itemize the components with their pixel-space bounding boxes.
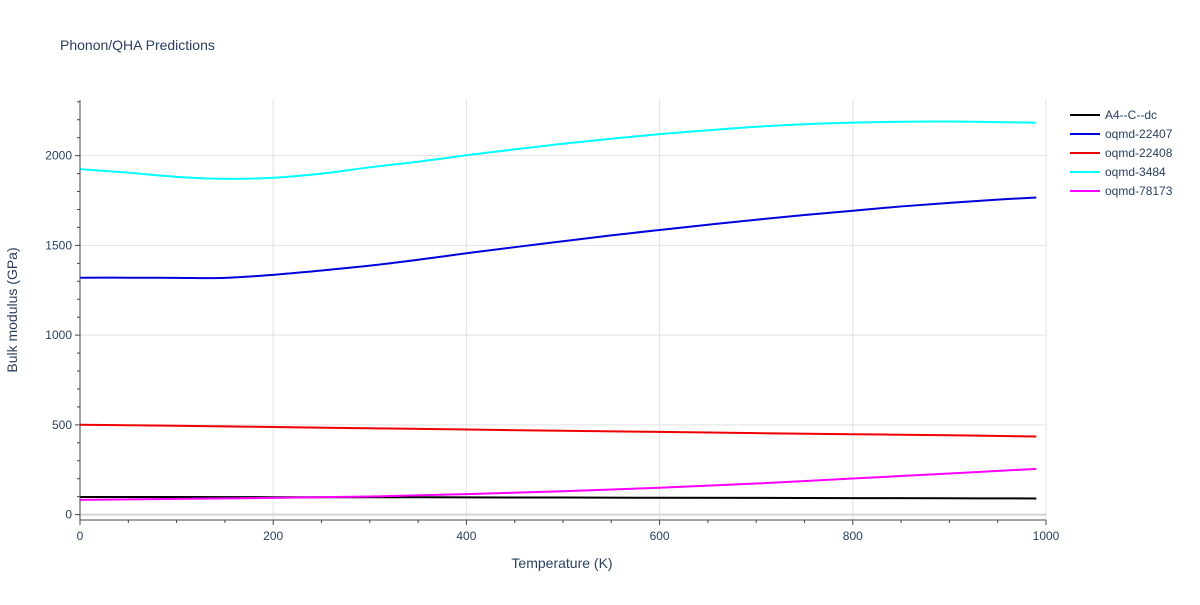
legend-item[interactable]: oqmd-3484 — [1070, 165, 1166, 179]
series-line-oqmd-22407 — [79, 196, 1037, 280]
series-line-A4--C--dc — [79, 496, 1037, 500]
series-line-oqmd-78173 — [79, 467, 1037, 501]
x-tick-label: 400 — [456, 529, 476, 543]
y-tick-label: 0 — [65, 508, 72, 522]
legend-label: oqmd-3484 — [1105, 165, 1166, 179]
x-tick-label: 0 — [77, 529, 84, 543]
x-tick-label: 600 — [650, 529, 670, 543]
legend-item[interactable]: oqmd-22407 — [1070, 127, 1173, 141]
x-tick-label: 200 — [263, 529, 283, 543]
legend-label: oqmd-78173 — [1105, 184, 1173, 198]
legend-label: oqmd-22407 — [1105, 127, 1173, 141]
axes: 0 200 400 600 800 1000 0 500 1000 1500 2000 — [45, 100, 1060, 543]
x-axis-title: Temperature (K) — [511, 555, 612, 571]
x-tick-label: 800 — [843, 529, 863, 543]
chart-title: Phonon/QHA Predictions — [60, 37, 215, 53]
x-tick-label: 1000 — [1033, 529, 1060, 543]
y-tick-label: 500 — [52, 418, 72, 432]
y-axis-title: Bulk modulus (GPa) — [4, 247, 20, 372]
y-tick-label: 1000 — [45, 328, 72, 342]
grid-lines — [80, 100, 1047, 520]
legend-label: A4--C--dc — [1105, 108, 1157, 122]
y-tick-label: 2000 — [45, 149, 72, 163]
y-tick-label: 1500 — [45, 238, 72, 252]
series-line-oqmd-22408 — [79, 423, 1037, 438]
legend-item[interactable]: A4--C--dc — [1070, 108, 1157, 122]
legend-item[interactable]: oqmd-22408 — [1070, 146, 1173, 160]
legend-item[interactable]: oqmd-78173 — [1070, 184, 1173, 198]
series-lines — [79, 120, 1037, 501]
legend-label: oqmd-22408 — [1105, 146, 1173, 160]
series-line-oqmd-3484 — [79, 120, 1037, 180]
legend: A4--C--dc oqmd-22407 oqmd-22408 oqmd-3484 oq… — [1070, 108, 1173, 198]
